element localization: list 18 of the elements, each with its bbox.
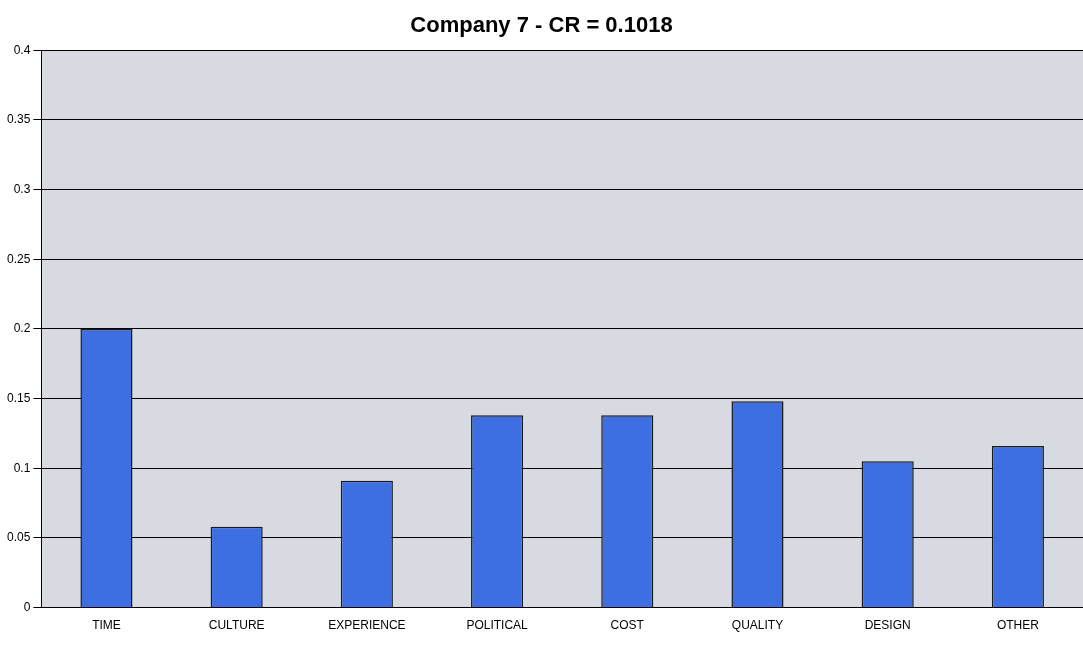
chart-title: Company 7 - CR = 0.1018: [409, 12, 674, 39]
x-tick-label: CULTURE: [208, 618, 265, 633]
y-tick-label: 0.15: [7, 390, 31, 405]
x-tick-label: QUALITY: [731, 618, 784, 633]
y-tick-label: 0.1: [13, 460, 31, 475]
y-tick-label: 0.05: [7, 530, 31, 545]
x-tick-label: EXPERIENCE: [328, 618, 406, 633]
x-tick-label: TIME: [92, 618, 121, 633]
x-tick-label: OTHER: [996, 618, 1040, 633]
y-tick-label: 0: [23, 599, 31, 614]
y-tick-label: 0.25: [7, 251, 31, 266]
x-tick-label: DESIGN: [864, 618, 911, 633]
y-tick-label: 0.2: [13, 321, 31, 336]
x-tick-label: COST: [610, 618, 645, 633]
x-tick-label: POLITICAL: [466, 618, 529, 633]
y-tick-label: 0.3: [13, 181, 31, 196]
y-tick-label: 0.35: [7, 112, 31, 127]
y-tick-label: 0.4: [13, 42, 31, 57]
